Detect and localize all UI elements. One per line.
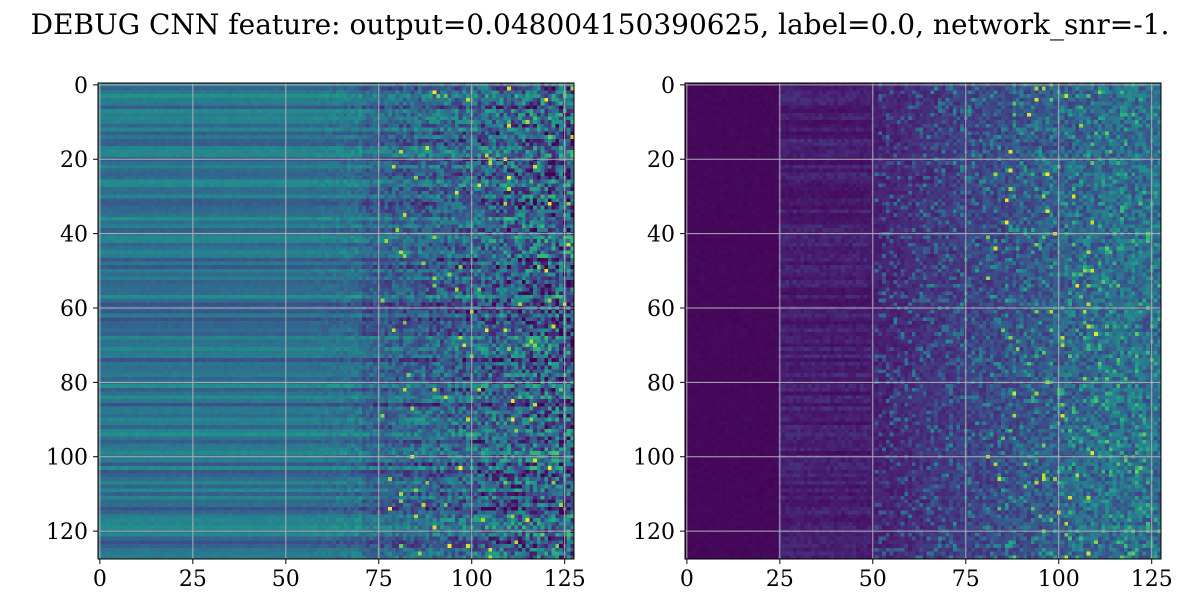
y-tick-label: 80 (60, 371, 88, 396)
y-tick-label: 40 (647, 223, 675, 248)
y-tick-label: 0 (74, 74, 88, 99)
y-tick-label: 120 (633, 520, 675, 545)
x-tick-label: 100 (451, 567, 493, 592)
y-tick-label: 20 (60, 148, 88, 173)
y-tick-label: 60 (60, 297, 88, 322)
x-tick-label: 0 (93, 567, 107, 592)
y-tick-label: 100 (46, 446, 88, 471)
y-tick-label: 20 (647, 148, 675, 173)
x-tick-label: 100 (1038, 567, 1080, 592)
x-tick-label: 50 (859, 567, 887, 592)
heatmap-image (685, 83, 1161, 559)
x-tick-label: 25 (179, 567, 207, 592)
x-tick-label: 50 (272, 567, 300, 592)
x-tick-label: 25 (766, 567, 794, 592)
x-tick-label: 75 (952, 567, 980, 592)
y-tick-label: 0 (661, 74, 675, 99)
axes-frame (684, 82, 1162, 560)
figure-title: DEBUG CNN feature: output=0.048004150390… (31, 8, 1170, 41)
axes-frame (97, 82, 575, 560)
x-tick-label: 125 (1131, 567, 1173, 592)
y-tick-label: 100 (633, 446, 675, 471)
y-tick-label: 60 (647, 297, 675, 322)
y-tick-label: 80 (647, 371, 675, 396)
heatmap-right: 0 25 50 75 100 125 0 20 40 60 80 100 120 (633, 74, 1173, 592)
heatmap-left: 0 25 50 75 100 125 0 20 40 60 80 100 120 (46, 74, 586, 592)
x-tick-label: 125 (544, 567, 586, 592)
heatmap-image (98, 83, 574, 559)
x-tick-label: 0 (680, 567, 694, 592)
y-tick-label: 120 (46, 520, 88, 545)
x-tick-label: 75 (365, 567, 393, 592)
y-tick-label: 40 (60, 223, 88, 248)
